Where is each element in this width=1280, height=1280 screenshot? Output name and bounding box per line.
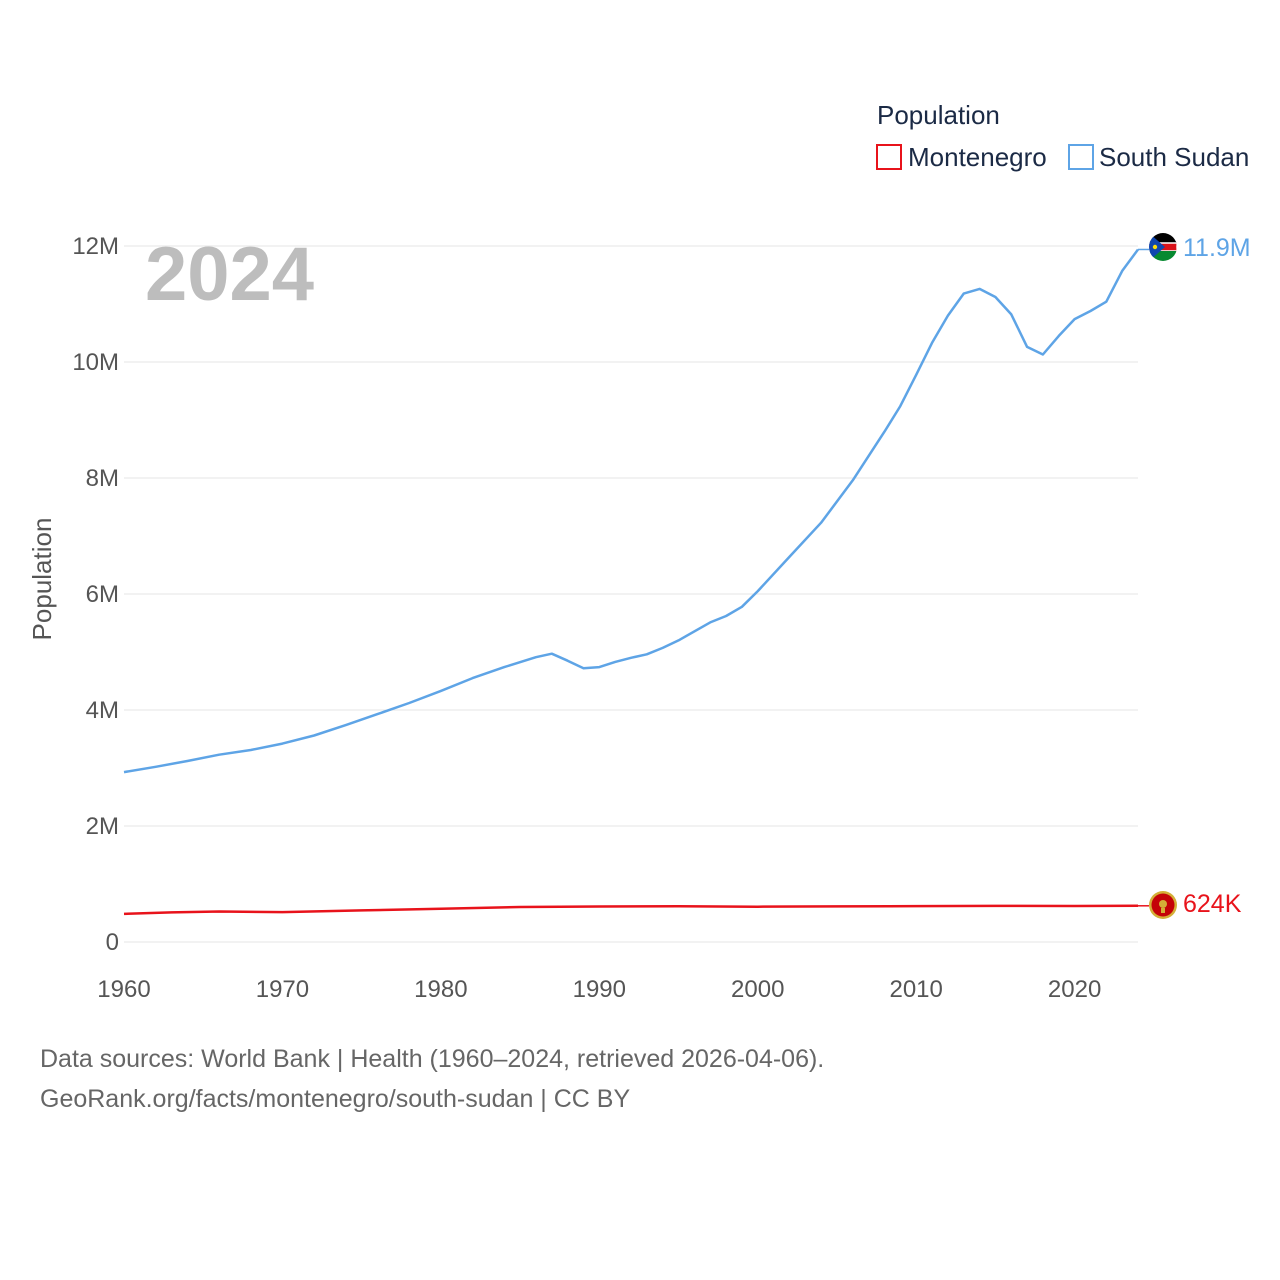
series-line-montenegro[interactable] bbox=[123, 904, 1139, 916]
y-tick-label: 8M bbox=[86, 465, 119, 492]
y-tick-label: 10M bbox=[72, 349, 119, 376]
legend-item-montenegro[interactable]: Montenegro bbox=[876, 142, 1047, 172]
legend-label-south-sudan: South Sudan bbox=[1099, 142, 1249, 172]
y-tick-label: 0 bbox=[106, 929, 119, 956]
footer-sources: Data sources: World Bank | Health (1960–… bbox=[40, 1045, 825, 1073]
y-tick-label: 6M bbox=[86, 581, 119, 608]
y-tick-label: 4M bbox=[86, 697, 119, 724]
x-tick-label: 2010 bbox=[889, 976, 942, 1003]
series-line-south-sudan[interactable] bbox=[123, 248, 1140, 774]
end-label-south-sudan: 11.9M bbox=[1183, 234, 1251, 262]
x-tick-label: 1970 bbox=[256, 976, 309, 1003]
year-watermark: 2024 bbox=[145, 232, 314, 317]
end-label-montenegro: 624K bbox=[1183, 890, 1242, 918]
y-tick-label: 12M bbox=[72, 233, 119, 260]
south-sudan-flag-icon bbox=[1149, 233, 1177, 261]
legend-swatch-montenegro bbox=[876, 144, 902, 170]
x-tick-label: 2020 bbox=[1048, 976, 1101, 1003]
x-axis-ticks: 1960 1970 1980 1990 2000 2010 2020 bbox=[97, 976, 1101, 1003]
x-tick-label: 1990 bbox=[573, 976, 626, 1003]
x-tick-label: 1980 bbox=[414, 976, 467, 1003]
gridlines bbox=[124, 245, 1138, 943]
y-tick-label: 2M bbox=[86, 813, 119, 840]
legend-item-south-sudan[interactable]: South Sudan bbox=[1068, 142, 1249, 172]
x-tick-label: 1960 bbox=[97, 976, 150, 1003]
y-axis-label: Population bbox=[27, 518, 57, 641]
x-tick-label: 2000 bbox=[731, 976, 784, 1003]
legend-label-montenegro: Montenegro bbox=[908, 142, 1047, 172]
series-lines bbox=[123, 248, 1149, 916]
y-axis-ticks: 0 2M 4M 6M 8M 10M 12M bbox=[72, 233, 119, 956]
legend-title: Population bbox=[877, 100, 1000, 130]
legend-swatch-south-sudan bbox=[1068, 144, 1094, 170]
montenegro-flag-icon bbox=[1149, 891, 1177, 919]
footer-attribution[interactable]: GeoRank.org/facts/montenegro/south-sudan… bbox=[40, 1085, 631, 1113]
legend: Population Montenegro South Sudan bbox=[876, 100, 1249, 172]
